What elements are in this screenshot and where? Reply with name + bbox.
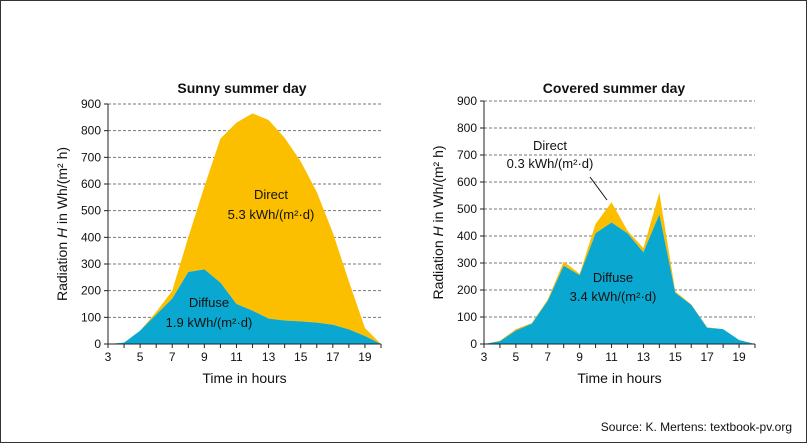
- y-tick-label: 300: [457, 256, 477, 270]
- y-tick-label: 600: [81, 177, 101, 191]
- x-tick-label: 9: [201, 350, 208, 364]
- x-axis-label: Time in hours: [577, 370, 661, 386]
- x-tick-label: 5: [513, 350, 520, 364]
- y-tick-label: 800: [81, 124, 101, 138]
- x-tick-label: 17: [700, 350, 714, 364]
- x-tick-label: 19: [358, 350, 372, 364]
- y-tick-label: 0: [94, 337, 101, 351]
- y-tick-label: 100: [81, 310, 101, 324]
- annotation-leader-line: [589, 176, 608, 201]
- annotation-direct-value: 0.3 kWh/(m²·d): [507, 156, 594, 171]
- y-axis-label: Radiation H in Wh/(m² h): [54, 147, 70, 301]
- x-tick-label: 19: [732, 350, 746, 364]
- chart-panel-2: 0 100 200 300 400 500 600 700 800 900 3 5 7 9 11 13 15 17…: [430, 80, 756, 386]
- y-tick-label: 900: [81, 97, 101, 111]
- x-tick-label: 11: [230, 350, 243, 364]
- y-tick-label: 400: [81, 230, 101, 244]
- annotation-diffuse-label: Diffuse: [189, 295, 229, 310]
- series-direct-area: [108, 113, 381, 344]
- annotation-diffuse-value: 3.4 kWh/(m²·d): [570, 289, 657, 304]
- y-tick-label: 300: [81, 257, 101, 271]
- y-tick-label: 500: [457, 202, 477, 216]
- annotation-direct-label: Direct: [533, 138, 567, 153]
- x-tick-label: 15: [669, 350, 683, 364]
- y-tick-label: 500: [81, 204, 101, 218]
- x-tick-label: 9: [576, 350, 583, 364]
- annotation-direct-value: 5.3 kWh/(m²·d): [228, 207, 315, 222]
- chart-panel-1: 0 100 200 300 400 500 600 700 800 900 3 5 7 9 11 13 15 17…: [54, 80, 382, 386]
- x-tick-label: 15: [294, 350, 308, 364]
- x-tick-label: 11: [605, 350, 618, 364]
- source-credit: Source: K. Mertens: textbook-pv.org: [600, 420, 792, 434]
- series-diffuse-area: [108, 269, 381, 344]
- series-diffuse-area: [484, 214, 755, 344]
- annotation-diffuse-value: 1.9 kWh/(m²·d): [166, 315, 253, 330]
- y-tick-label: 700: [457, 148, 477, 162]
- y-tick-label: 200: [457, 283, 477, 297]
- x-tick-label: 13: [262, 350, 276, 364]
- chart-title: Covered summer day: [543, 80, 686, 96]
- x-tick-label: 3: [481, 350, 488, 364]
- x-tick-label: 7: [544, 350, 551, 364]
- x-axis-label: Time in hours: [202, 370, 286, 386]
- y-tick-label: 700: [81, 150, 101, 164]
- y-tick-label: 100: [457, 310, 477, 324]
- x-tick-label: 13: [637, 350, 651, 364]
- annotation-diffuse-label: Diffuse: [593, 270, 633, 285]
- y-tick-label: 900: [457, 94, 477, 108]
- y-tick-label: 800: [457, 121, 477, 135]
- y-tick-label: 0: [470, 337, 477, 351]
- annotation-direct-label: Direct: [254, 187, 288, 202]
- x-tick-label: 5: [137, 350, 144, 364]
- y-axis-label: Radiation H in Wh/(m² h): [430, 145, 446, 299]
- x-tick-label: 3: [105, 350, 112, 364]
- y-tick-label: 600: [457, 175, 477, 189]
- y-tick-label: 200: [81, 284, 101, 298]
- y-tick-label: 400: [457, 229, 477, 243]
- x-tick-label: 17: [326, 350, 340, 364]
- series-direct-area: [484, 192, 755, 344]
- x-tick-label: 7: [169, 350, 176, 364]
- chart-title: Sunny summer day: [177, 80, 306, 96]
